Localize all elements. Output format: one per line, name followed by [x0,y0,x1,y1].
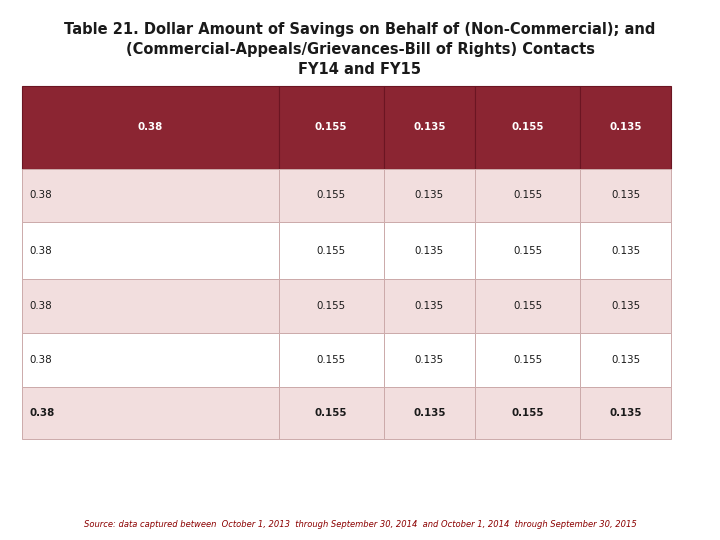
Bar [580,168,671,222]
Text: 0.135: 0.135 [611,301,640,311]
Text: 0.155: 0.155 [315,408,348,418]
Bar [580,222,671,279]
Bar [279,387,384,438]
Bar [384,168,475,222]
Text: 0.135: 0.135 [611,355,640,365]
Bar [279,86,384,168]
Text: 0.135: 0.135 [415,355,444,365]
Text: 0.155: 0.155 [513,246,542,256]
Text: 0.155: 0.155 [315,123,348,132]
Text: 0.155: 0.155 [317,191,346,200]
Text: 0.155: 0.155 [317,246,346,256]
Text: 0.135: 0.135 [415,301,444,311]
Bar [22,86,279,168]
Bar [580,333,671,387]
Text: Source: data captured between  October 1, 2013  through September 30, 2014  and : Source: data captured between October 1,… [84,521,636,529]
Text: 0.135: 0.135 [415,191,444,200]
Bar [475,222,580,279]
Text: 0.135: 0.135 [611,191,640,200]
Text: 0.155: 0.155 [513,301,542,311]
Text: 0.155: 0.155 [317,301,346,311]
Text: 0.155: 0.155 [317,355,346,365]
Bar [22,168,279,222]
Bar [22,279,279,333]
Text: 0.135: 0.135 [611,246,640,256]
Bar [475,279,580,333]
Text: (Commercial-Appeals/Grievances-Bill of Rights) Contacts: (Commercial-Appeals/Grievances-Bill of R… [125,42,595,57]
Bar [384,387,475,438]
Bar [279,168,384,222]
Text: 0.155: 0.155 [513,191,542,200]
Bar [22,333,279,387]
Text: FY14 and FY15: FY14 and FY15 [299,62,421,77]
Bar [22,222,279,279]
Text: 0.155: 0.155 [513,355,542,365]
Bar [580,86,671,168]
Text: 0.135: 0.135 [413,123,446,132]
Text: Table 21. Dollar Amount of Savings on Behalf of (Non-Commercial); and: Table 21. Dollar Amount of Savings on Be… [64,22,656,37]
Text: 0.38: 0.38 [30,191,53,200]
Bar [580,279,671,333]
Bar [475,333,580,387]
Bar [384,279,475,333]
Bar [580,387,671,438]
Bar [279,333,384,387]
Text: 0.155: 0.155 [511,123,544,132]
Text: 0.38: 0.38 [138,123,163,132]
Bar [384,333,475,387]
Text: 0.135: 0.135 [609,123,642,132]
Bar [384,86,475,168]
Text: 0.135: 0.135 [413,408,446,418]
Text: 0.38: 0.38 [30,301,53,311]
Text: 0.38: 0.38 [30,246,53,256]
Text: 0.135: 0.135 [609,408,642,418]
Text: 0.155: 0.155 [511,408,544,418]
Bar [279,222,384,279]
Bar [279,279,384,333]
Text: 0.135: 0.135 [415,246,444,256]
Bar [475,387,580,438]
Bar [22,387,279,438]
Text: 0.38: 0.38 [30,408,55,418]
Text: 0.38: 0.38 [30,355,53,365]
Bar [475,168,580,222]
Bar [384,222,475,279]
Bar [475,86,580,168]
